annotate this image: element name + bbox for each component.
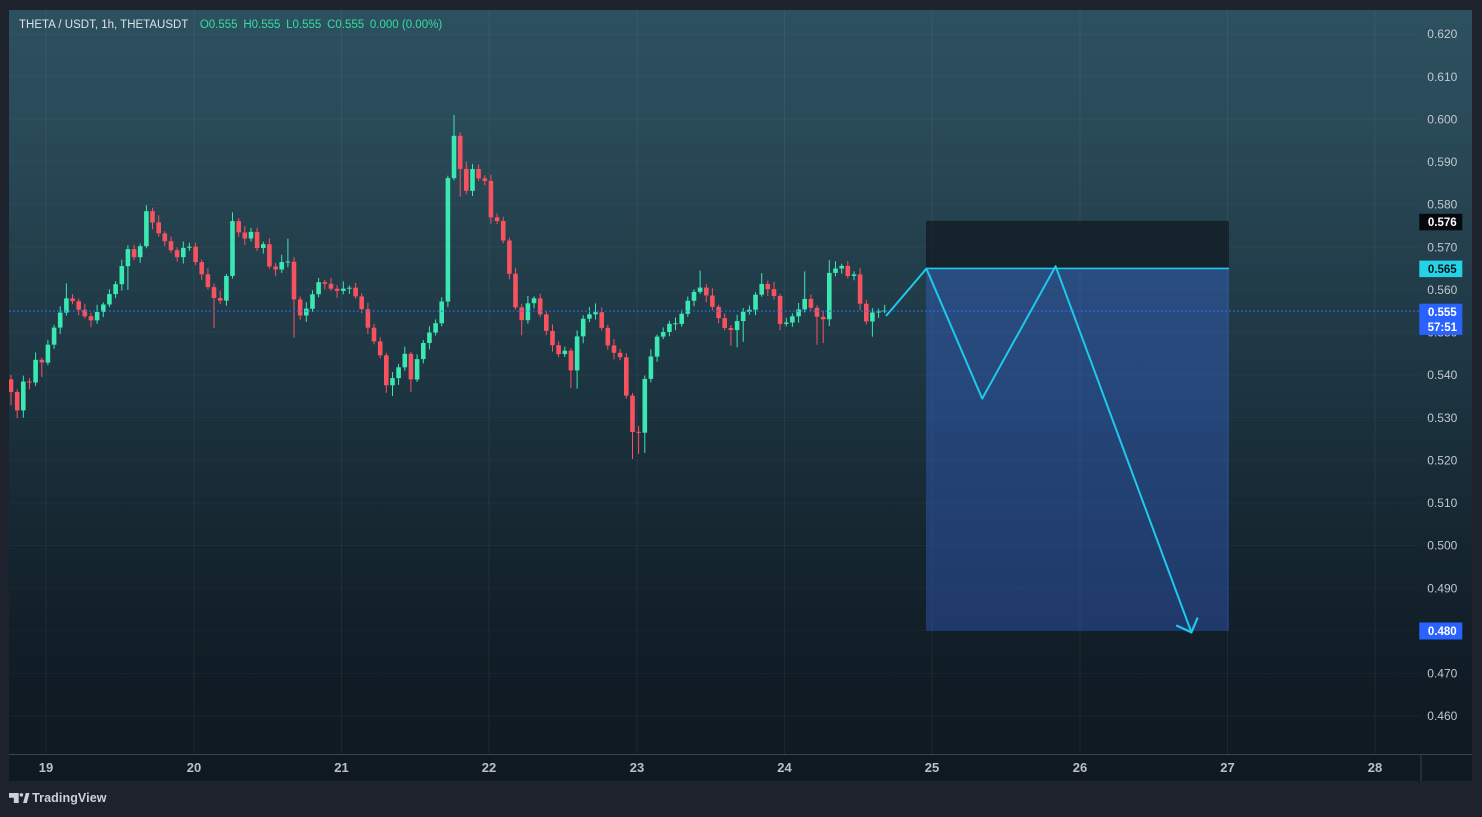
svg-text:0.530: 0.530 [1427, 411, 1457, 425]
svg-text:26: 26 [1073, 760, 1087, 775]
svg-text:0.610: 0.610 [1427, 70, 1457, 84]
svg-text:0.620: 0.620 [1427, 27, 1457, 41]
svg-text:0.490: 0.490 [1427, 581, 1457, 595]
svg-text:22: 22 [482, 760, 496, 775]
svg-text:0.460: 0.460 [1427, 709, 1457, 723]
svg-text:0.470: 0.470 [1427, 667, 1457, 681]
svg-text:25: 25 [925, 760, 939, 775]
svg-text:0.565: 0.565 [1428, 264, 1457, 276]
svg-text:57:51: 57:51 [1428, 322, 1458, 334]
svg-text:0.600: 0.600 [1427, 112, 1457, 126]
svg-text:0.510: 0.510 [1427, 496, 1457, 510]
svg-text:0.500: 0.500 [1427, 539, 1457, 553]
svg-text:21: 21 [334, 760, 348, 775]
svg-text:0.576: 0.576 [1428, 217, 1457, 229]
svg-text:0.520: 0.520 [1427, 453, 1457, 467]
svg-text:0.580: 0.580 [1427, 198, 1457, 212]
svg-text:0.560: 0.560 [1427, 283, 1457, 297]
svg-text:0.570: 0.570 [1427, 240, 1457, 254]
svg-text:0.555: 0.555 [1428, 307, 1457, 319]
svg-text:20: 20 [187, 760, 201, 775]
svg-text:0.540: 0.540 [1427, 368, 1457, 382]
svg-text:24: 24 [777, 760, 792, 775]
svg-text:0.480: 0.480 [1428, 626, 1457, 638]
svg-text:28: 28 [1368, 760, 1382, 775]
svg-text:0.590: 0.590 [1427, 155, 1457, 169]
svg-text:19: 19 [39, 760, 53, 775]
svg-text:23: 23 [630, 760, 644, 775]
svg-text:27: 27 [1220, 760, 1234, 775]
